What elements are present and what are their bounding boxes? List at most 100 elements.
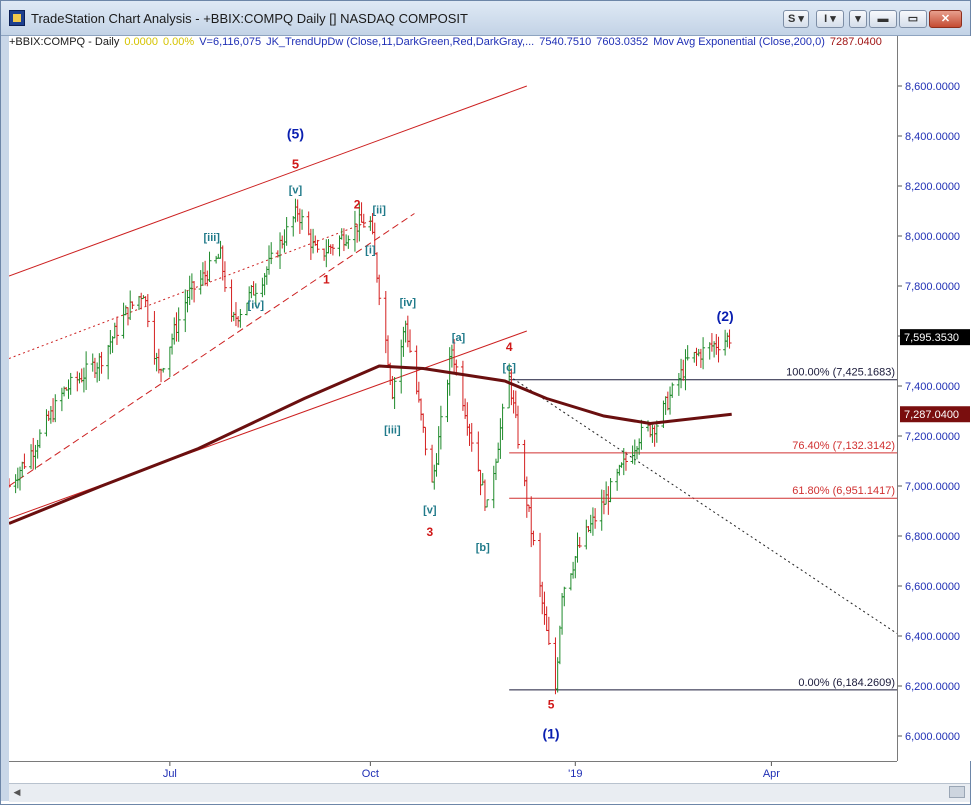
price-chart[interactable]: 100.00% (7,425.1683) 76.40% (7,132.3142) 6… [7, 36, 898, 761]
price-bar [469, 422, 474, 452]
price-bar [540, 581, 545, 615]
price-bar [599, 489, 604, 531]
price-bar [546, 616, 551, 646]
price-bar [480, 473, 485, 486]
price-bar [436, 426, 441, 466]
price-bar [498, 418, 503, 459]
maximize-button[interactable]: ▭ [899, 10, 927, 28]
price-bar [670, 382, 675, 398]
wave-label: 5 [548, 698, 555, 712]
minimize-button[interactable]: ▬ [869, 10, 897, 28]
price-bar [161, 367, 166, 373]
price-bar [476, 431, 481, 472]
price-bar [452, 339, 457, 373]
chart-status-line: +BBIX:COMPQ - Daily 0.0000 0.00% V=6,116,07… [9, 36, 887, 50]
price-bar [723, 329, 728, 356]
wave-label: [ii] [372, 205, 386, 217]
price-bar [568, 573, 573, 591]
price-bar [385, 335, 390, 366]
price-tick-label: 8,600.0000 [905, 81, 960, 93]
price-bar [297, 208, 302, 234]
wave-label: 5 [292, 157, 299, 172]
price-bar [33, 444, 38, 470]
price-bar [727, 329, 732, 349]
date-axis[interactable]: Jul Oct '19 Apr [9, 761, 897, 784]
price-bar [560, 593, 565, 635]
price-bar [37, 429, 42, 449]
close-button[interactable]: ✕ [929, 10, 962, 28]
price-bar [31, 437, 36, 470]
price-bar [361, 213, 366, 228]
price-bar [542, 591, 547, 625]
price-bar [352, 210, 357, 252]
price-bar [478, 469, 483, 496]
moving-average-name: Mov Avg Exponential (Close,200,0) [653, 36, 825, 48]
wave-label: (1) [542, 726, 559, 742]
price-bar [291, 216, 296, 237]
price-tick-label: 6,400.0000 [905, 631, 960, 643]
price-bar [99, 351, 104, 374]
price-axis[interactable]: 6,000.0000 6,200.0000 6,400.0000 6,600.0000… [897, 36, 971, 761]
wave-label: [iv] [248, 300, 265, 312]
price-bar [392, 376, 397, 410]
price-bar [20, 461, 25, 478]
fibonacci-level-label: 76.40% (7,132.3142) [792, 440, 895, 452]
price-bar [553, 637, 558, 695]
price-bar [716, 336, 721, 363]
moving-average-line [8, 364, 732, 525]
price-bar [81, 367, 86, 393]
price-bar [405, 315, 410, 348]
price-bar [114, 316, 119, 345]
price-bar [324, 239, 329, 268]
price-bar [284, 217, 289, 246]
chart-plot-area[interactable]: 100.00% (7,425.1683) 76.40% (7,132.3142) 6… [7, 36, 898, 761]
indicator-value-2: 7603.0352 [596, 36, 649, 48]
price-bar [482, 479, 487, 511]
price-bar [328, 244, 333, 255]
horizontal-scrollbar[interactable]: ◀ [9, 783, 970, 802]
indicator-link-i-button[interactable]: I ▾ [816, 10, 844, 28]
price-tick-label: 8,200.0000 [905, 181, 960, 193]
price-bar [709, 333, 714, 352]
price-bar [421, 413, 426, 433]
wave-label: [a] [452, 332, 466, 344]
window-title: TradeStation Chart Analysis - +BBIX:COMP… [31, 11, 468, 26]
price-bar [557, 625, 562, 665]
price-bar [509, 368, 514, 406]
wave-label: [v] [289, 185, 303, 197]
wave-label: [c] [502, 362, 516, 374]
price-bar [606, 486, 611, 515]
price-bar [68, 372, 73, 395]
title-bar[interactable]: TradeStation Chart Analysis - +BBIX:COMP… [1, 1, 970, 36]
price-bar [681, 359, 686, 381]
price-bar [112, 322, 117, 339]
price-bar [513, 390, 518, 419]
price-bar [97, 353, 102, 382]
symbol-label: +BBIX:COMPQ - Daily [9, 36, 120, 48]
trendline [508, 375, 898, 634]
menu-icon[interactable]: ▾ [849, 10, 867, 28]
tradestation-app-icon [9, 10, 25, 26]
price-bar [183, 289, 188, 333]
wave-label: [iii] [203, 232, 220, 244]
scroll-thumb[interactable] [949, 786, 965, 798]
price-bar [621, 448, 626, 476]
price-bar [238, 309, 243, 328]
price-bar [203, 260, 208, 286]
price-bar [383, 290, 388, 354]
price-tick-label: 7,200.0000 [905, 431, 960, 443]
price-bar [637, 438, 642, 455]
price-axis-svg: 6,000.0000 6,200.0000 6,400.0000 6,600.0000… [898, 81, 970, 743]
ma-price-box [900, 406, 970, 423]
price-tick-label: 6,000.0000 [905, 731, 960, 743]
price-bar [167, 346, 172, 378]
price-bar [491, 465, 496, 509]
fibonacci-level-label: 0.00% (6,184.2609) [798, 677, 895, 689]
price-bar [679, 358, 684, 389]
scroll-left-icon[interactable]: ◀ [13, 787, 21, 797]
symbol-link-s-button[interactable]: S ▾ [783, 10, 809, 28]
date-axis-svg: Jul Oct '19 Apr [163, 762, 780, 780]
price-bar [692, 351, 697, 363]
price-bar [573, 555, 578, 579]
ma-price-label: 7,287.0400 [904, 409, 959, 421]
